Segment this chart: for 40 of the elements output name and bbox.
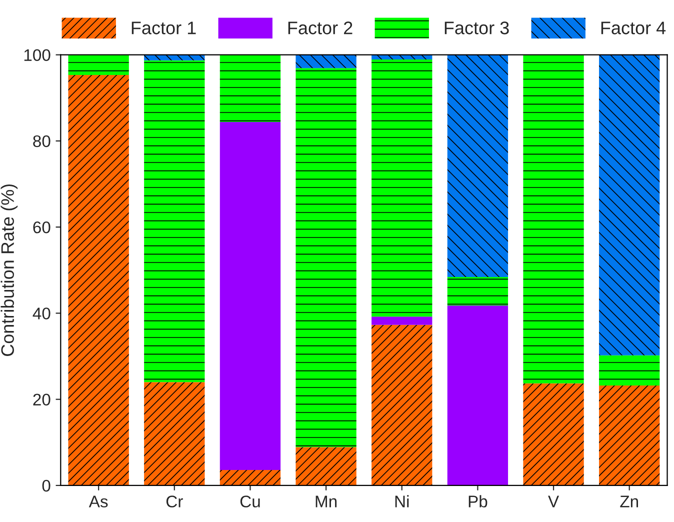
y-tick-label: 60	[33, 221, 50, 234]
x-tick-label: Cr	[166, 496, 183, 508]
legend-label: Factor 2	[288, 22, 352, 34]
bar	[296, 54, 356, 68]
x-tick-label: Zn	[620, 496, 638, 508]
bar	[372, 324, 432, 486]
y-tick-label: 100	[24, 49, 50, 62]
x-tick-label: Ni	[395, 495, 409, 508]
x-tick-label: Mn	[316, 496, 337, 508]
bar	[447, 54, 508, 278]
bar	[447, 277, 508, 306]
legend-label: Factor 1	[132, 22, 196, 34]
y-tick-label: 40	[32, 308, 50, 320]
y-tick-label: 80	[33, 135, 50, 148]
bar	[372, 60, 432, 317]
x-tick-label: V	[548, 496, 560, 508]
bar	[599, 54, 660, 356]
bar	[220, 122, 281, 470]
bar	[599, 355, 660, 386]
bar	[220, 54, 281, 122]
bar	[447, 305, 508, 486]
bar	[220, 470, 281, 486]
bar	[296, 447, 356, 486]
bar	[144, 382, 205, 486]
bar	[144, 60, 205, 382]
legend-label: Factor 4	[601, 22, 666, 34]
bar	[296, 68, 356, 448]
x-tick-label: As	[88, 496, 108, 508]
bar	[599, 386, 660, 486]
x-tick-label: Cu	[240, 496, 260, 508]
x-tick-label: Pb	[468, 495, 488, 508]
bar	[68, 75, 129, 486]
bar	[523, 54, 584, 384]
bar	[523, 383, 584, 486]
y-tick-label: 0	[42, 480, 50, 492]
legend-label: Factor 3	[444, 22, 509, 34]
bar	[372, 316, 432, 325]
y-tick-label: 20	[33, 394, 50, 406]
y-axis-title: Contribution Rate (%)	[0, 184, 18, 356]
bar	[68, 54, 129, 76]
